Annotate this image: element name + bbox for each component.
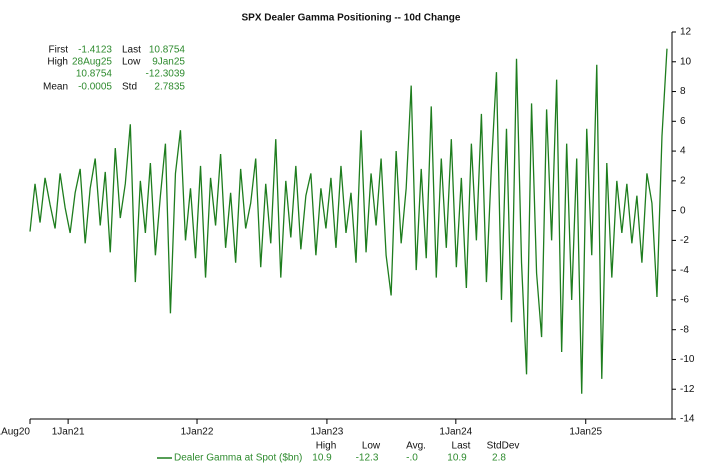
- stat-label: First: [49, 45, 69, 56]
- stat-value: -12.3039: [146, 69, 186, 80]
- legend-label: Dealer Gamma at Spot ($bn): [174, 453, 302, 464]
- stat-value: 10.8754: [76, 69, 113, 80]
- legend-value: -12.3: [356, 453, 379, 464]
- chart-title: SPX Dealer Gamma Positioning -- 10d Chan…: [242, 13, 461, 24]
- x-tick-label: 1Jan25: [569, 427, 602, 438]
- x-tick-label: 1Jan21: [52, 427, 85, 438]
- stat-label: Low: [122, 57, 141, 68]
- y-tick-label: 8: [680, 86, 686, 97]
- y-tick-label: -12: [680, 384, 695, 395]
- legend-value: -.0: [406, 453, 418, 464]
- x-tick-label: 1Jan23: [311, 427, 344, 438]
- stat-label: Last: [122, 45, 141, 56]
- y-tick-label: 10: [680, 56, 692, 67]
- y-tick-label: -2: [680, 235, 689, 246]
- stat-label: Mean: [43, 82, 68, 93]
- y-tick-label: -4: [680, 265, 689, 276]
- y-tick-label: 2: [680, 175, 686, 186]
- stat-label: High: [47, 57, 68, 68]
- x-tick-label: 1Jan24: [439, 427, 472, 438]
- stat-label: Std: [122, 82, 137, 93]
- y-tick-label: 6: [680, 116, 686, 127]
- y-tick-label: 12: [680, 27, 692, 38]
- y-tick-label: -14: [680, 414, 695, 425]
- x-tick-label: 1Jan22: [181, 427, 214, 438]
- y-tick-label: -10: [680, 354, 695, 365]
- legend-header: Last: [452, 441, 471, 452]
- legend-header: StdDev: [487, 441, 520, 452]
- stat-value: -0.0005: [78, 82, 112, 93]
- stat-value: 28Aug25: [72, 57, 112, 68]
- stat-value: 9Jan25: [152, 57, 185, 68]
- y-tick-label: -8: [680, 324, 689, 335]
- stat-value: -1.4123: [78, 45, 112, 56]
- y-tick-label: -6: [680, 295, 689, 306]
- legend-value: 2.8: [492, 453, 506, 464]
- legend-value: 10.9: [447, 453, 467, 464]
- stat-value: 2.7835: [154, 82, 185, 93]
- y-tick-label: 4: [680, 146, 686, 157]
- legend-value: 10.9: [312, 453, 332, 464]
- legend-header: Avg.: [406, 441, 426, 452]
- legend-header: High: [316, 441, 337, 452]
- stat-value: 10.8754: [149, 45, 186, 56]
- data-line: [29, 48, 668, 394]
- legend-header: Low: [362, 441, 381, 452]
- y-tick-label: 0: [680, 205, 686, 216]
- x-tick-label: 31Aug20: [0, 427, 30, 438]
